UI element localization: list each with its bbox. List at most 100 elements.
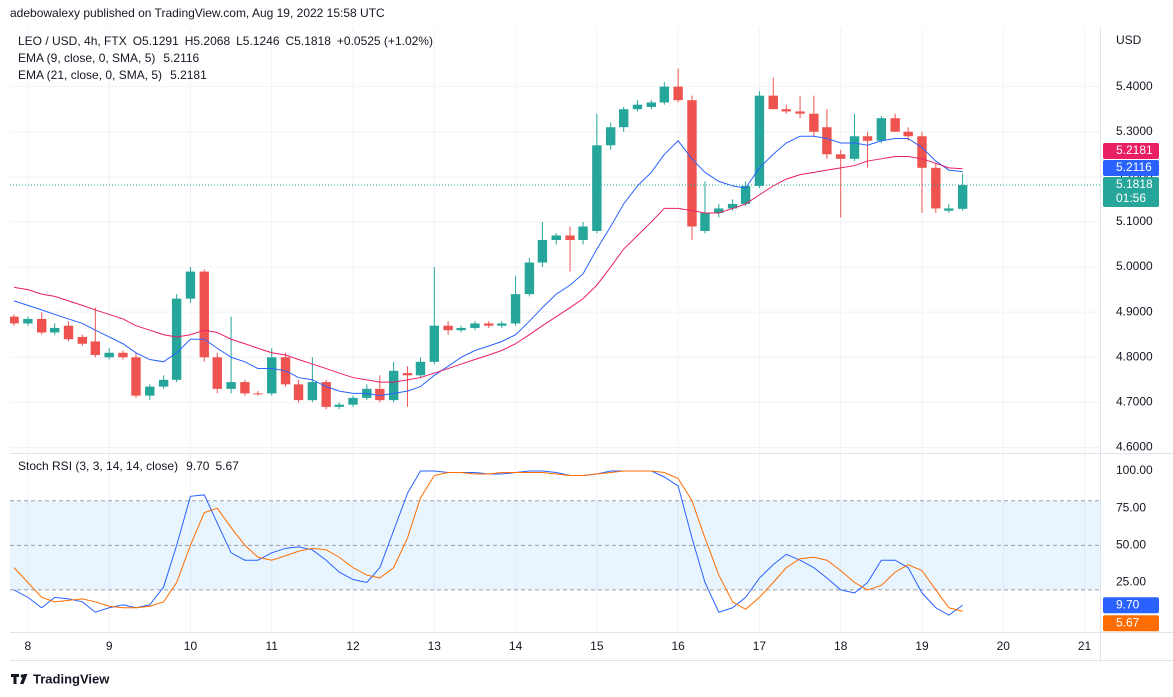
candle-body — [104, 352, 114, 358]
candle-body — [809, 113, 819, 132]
candle-body — [632, 104, 643, 110]
candle-body — [293, 384, 304, 401]
y-tick-label: 5.3000 — [1116, 124, 1153, 138]
candle-body — [876, 118, 887, 141]
x-tick-label: 12 — [346, 639, 360, 653]
y2-tick-label: 100.00 — [1116, 463, 1153, 477]
x-tick-label: 13 — [428, 639, 442, 653]
y2-tick-label: 75.00 — [1116, 500, 1146, 514]
x-tick-label: 14 — [509, 639, 523, 653]
legend-ema-name: EMA (21, close, 0, SMA, 5) — [18, 68, 162, 82]
candle-body — [822, 127, 832, 155]
y-tick-label: 4.7000 — [1116, 395, 1153, 409]
x-tick-label: 21 — [1078, 639, 1092, 653]
candle-body — [334, 404, 344, 407]
stoch-line — [13, 470, 963, 612]
y2-tick-label: 50.00 — [1116, 538, 1146, 552]
countdown: 01:56 — [1116, 191, 1146, 205]
candle-body — [484, 323, 494, 326]
candle-body — [415, 361, 426, 376]
candle-body — [768, 95, 778, 110]
candle-body — [90, 341, 101, 356]
candle-body — [687, 100, 697, 227]
stoch-badge: 9.70 — [1116, 597, 1140, 611]
candle-body — [307, 382, 318, 401]
candle-body — [23, 318, 33, 324]
y-tick-label: 4.8000 — [1116, 349, 1153, 363]
candle-body — [605, 127, 616, 146]
candle-body — [375, 388, 385, 401]
candle-body — [429, 325, 439, 362]
ema-line — [13, 135, 963, 397]
logo-mark — [11, 674, 19, 684]
candle-body — [754, 95, 765, 186]
plot — [10, 68, 1100, 616]
candle-body — [565, 235, 575, 240]
currency-label: USD — [1116, 33, 1142, 47]
ema-badge-bg — [1103, 143, 1159, 160]
stoch-band — [10, 500, 1100, 590]
candle-body — [199, 271, 209, 358]
candle-body — [158, 379, 169, 387]
candle-body — [944, 208, 954, 211]
candle-body — [727, 203, 738, 209]
candle-body — [63, 325, 74, 340]
candle-body — [212, 357, 222, 389]
candle-body — [524, 262, 535, 295]
x-tick-label: 18 — [834, 639, 848, 653]
candles — [10, 68, 1100, 410]
candle-body — [402, 373, 413, 376]
stoch-badge-bg — [1103, 597, 1159, 614]
candle-body — [37, 318, 47, 333]
candle-body — [592, 145, 602, 231]
candle-body — [903, 131, 913, 137]
candle-body — [510, 294, 521, 324]
candle-body — [10, 316, 19, 324]
x-tick-label: 8 — [25, 639, 32, 653]
last-price-badge-bg — [1103, 177, 1159, 208]
grid — [10, 28, 1100, 632]
candle-body — [781, 109, 791, 112]
y-tick-label: 5.0000 — [1116, 259, 1153, 273]
candle-body — [388, 370, 399, 401]
candle-body — [50, 327, 60, 333]
candle-body — [443, 325, 453, 331]
legend-stoch-name: Stoch RSI (3, 3, 14, 14, close) — [18, 459, 178, 473]
candle-body — [917, 136, 927, 168]
candle-body — [321, 382, 331, 407]
candle-body — [862, 136, 873, 141]
candle-body — [185, 271, 196, 299]
legend-stoch-value: 9.70 — [186, 459, 210, 473]
candle-body — [740, 185, 751, 204]
candle-body — [267, 357, 277, 394]
legend-ema-value: 5.2181 — [170, 68, 207, 82]
legend-stoch-value: 5.67 — [215, 459, 239, 473]
candle-body — [931, 167, 941, 209]
candle-body — [700, 212, 710, 231]
ema-line — [13, 156, 963, 383]
stoch-lines — [10, 470, 1100, 616]
ema-badge: 5.2116 — [1116, 160, 1152, 174]
candle-body — [578, 226, 588, 240]
footer-logo-text: TradingView — [33, 671, 110, 686]
x-tick-label: 10 — [184, 639, 198, 653]
candle-body — [849, 136, 860, 159]
y-tick-label: 4.6000 — [1116, 440, 1153, 454]
legend-high: H5.2068 — [185, 34, 231, 48]
candle-body — [673, 86, 683, 101]
candle-body — [659, 86, 670, 103]
legend-symbol: LEO / USD, 4h, FTX — [18, 34, 127, 48]
candle-body — [890, 118, 900, 132]
attribution: adebowalexy published on TradingView.com… — [10, 6, 385, 20]
candle-body — [456, 327, 466, 331]
candle-body — [957, 185, 968, 209]
x-tick-label: 16 — [671, 639, 685, 653]
last-price-badge: 5.1818 — [1116, 177, 1153, 191]
x-tick-label: 15 — [590, 639, 604, 653]
candle-body — [714, 208, 724, 213]
legend-low: L5.1246 — [236, 34, 280, 48]
y-tick-label: 5.4000 — [1116, 79, 1153, 93]
y-tick-label: 5.1000 — [1116, 214, 1153, 228]
